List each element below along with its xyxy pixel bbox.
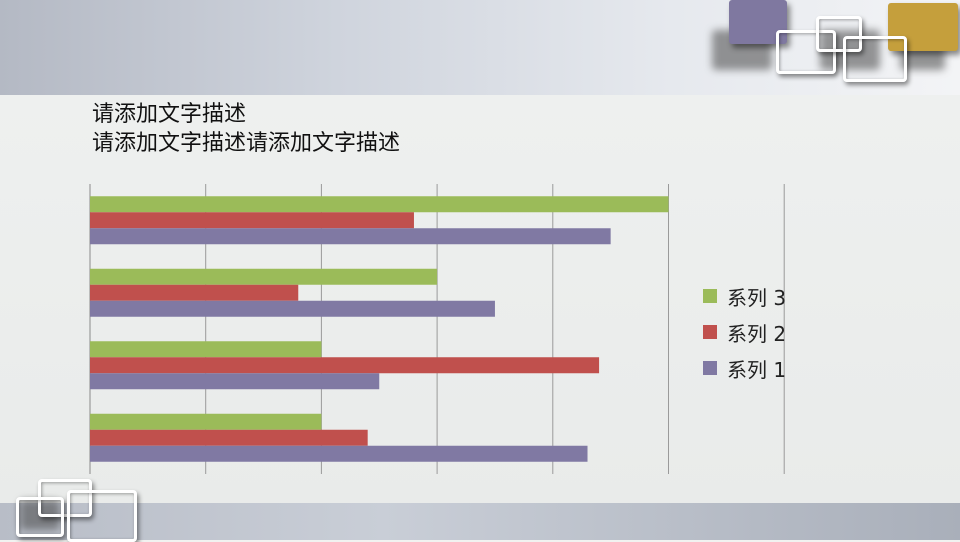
bar-series-1-category-1 [90, 445, 588, 462]
bar-series-2-category-3 [90, 284, 299, 301]
legend-item-series-3: 系列 3 [703, 278, 786, 314]
legend-item-series-2: 系列 2 [703, 314, 786, 350]
legend-item-series-1: 系列 1 [703, 350, 786, 386]
legend-label: 系列 2 [727, 321, 787, 346]
bar-series-2-category-2 [90, 357, 600, 374]
bar-series-3-category-1 [90, 413, 322, 430]
gold-square [888, 3, 958, 51]
title-line-2: 请添加文字描述请添加文字描述 [92, 131, 401, 156]
outline-square [843, 36, 907, 82]
legend-swatch-series-2 [703, 325, 717, 339]
legend-label: 系列 1 [727, 357, 787, 382]
chart-legend: 系列 3 系列 2 系列 1 [703, 278, 786, 386]
bar-series-1-category-2 [90, 373, 380, 390]
title-line-1: 请添加文字描述 [92, 102, 247, 127]
bar-series-3-category-2 [90, 341, 322, 358]
outline-square [776, 30, 836, 74]
bar-series-2-category-1 [90, 429, 368, 446]
bar-series-1-category-4 [90, 228, 611, 245]
bar-series-1-category-3 [90, 300, 495, 317]
legend-swatch-series-3 [703, 289, 717, 303]
bar-series-3-category-3 [90, 268, 438, 285]
footer-band [0, 503, 960, 540]
legend-label: 系列 3 [727, 285, 787, 310]
bar-series-2-category-4 [90, 212, 414, 229]
legend-swatch-series-1 [703, 361, 717, 375]
outline-square [16, 497, 64, 537]
header-band [0, 0, 960, 96]
outline-square [816, 16, 862, 52]
slide-title: 请添加文字描述 请添加文字描述请添加文字描述 [92, 100, 400, 158]
bar-series-3-category-4 [90, 196, 669, 213]
